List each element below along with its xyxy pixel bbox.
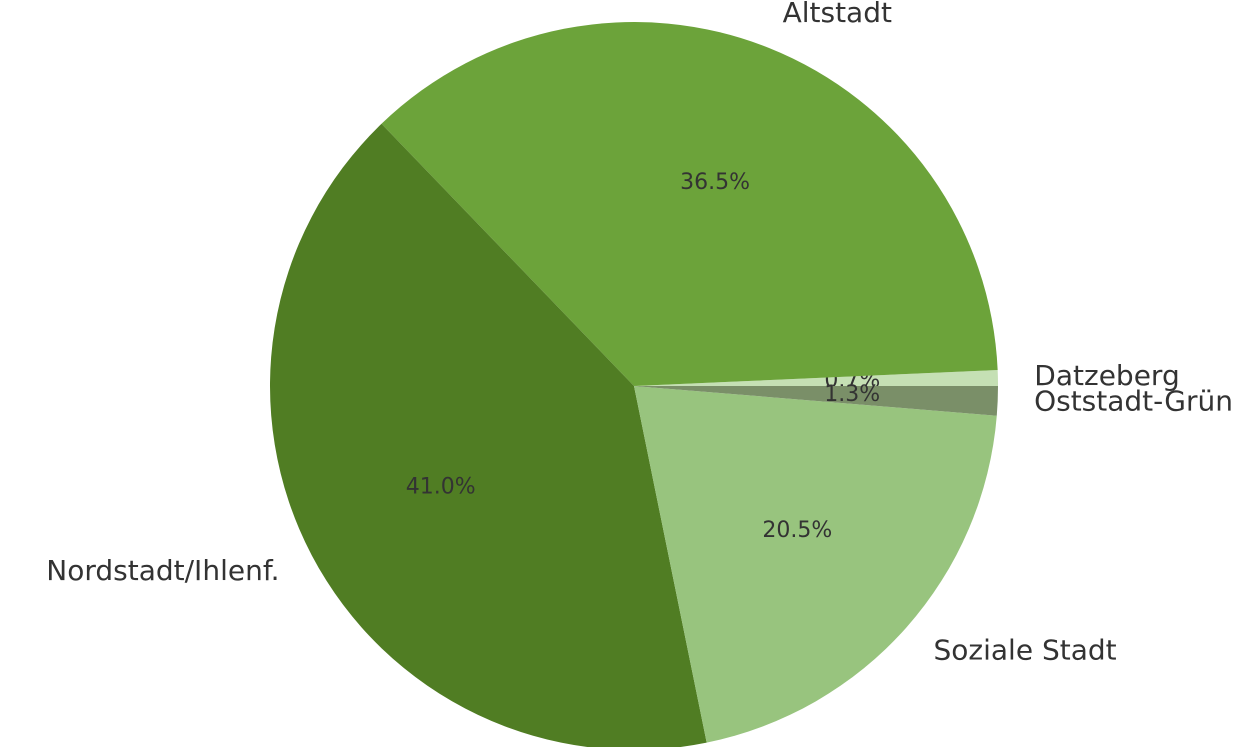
value-label: 41.0%	[406, 475, 476, 500]
pie-slice	[634, 386, 997, 743]
slice-label: Oststadt-Grün	[1034, 384, 1233, 417]
pie-slice	[381, 22, 998, 386]
pie-slice	[270, 123, 707, 747]
pie-slice	[634, 386, 998, 416]
slice-label: Altstadt	[783, 0, 892, 29]
slice-label: Datzeberg	[1034, 359, 1179, 392]
pie-slice	[634, 369, 998, 386]
value-label: 1.3%	[824, 382, 880, 407]
value-label: 36.5%	[680, 170, 750, 195]
slice-label: Nordstadt/Ihlenf.	[46, 554, 279, 587]
value-label: 20.5%	[762, 518, 832, 543]
slice-label: Soziale Stadt	[934, 634, 1117, 667]
